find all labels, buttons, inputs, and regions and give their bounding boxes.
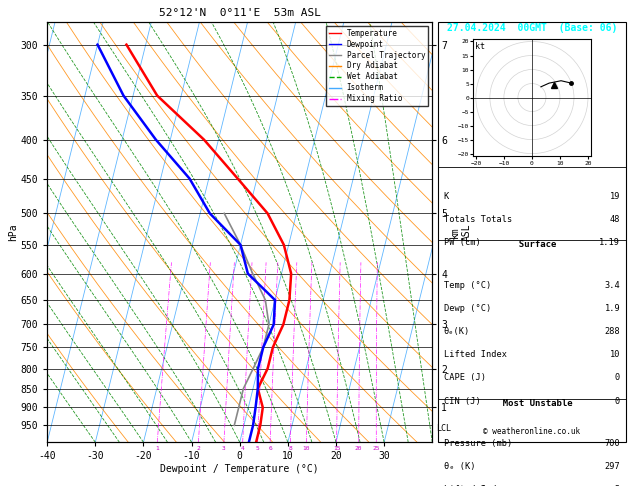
- Text: Dewp (°C): Dewp (°C): [443, 304, 491, 313]
- Text: 1.9: 1.9: [604, 304, 620, 313]
- Text: 0: 0: [615, 397, 620, 405]
- Text: θₑ(K): θₑ(K): [443, 327, 470, 336]
- Text: 10: 10: [303, 446, 310, 451]
- Text: 6: 6: [268, 446, 272, 451]
- Text: Most Unstable: Most Unstable: [492, 399, 572, 408]
- Text: 20: 20: [355, 446, 362, 451]
- Text: 1.19: 1.19: [599, 238, 620, 247]
- Y-axis label: hPa: hPa: [8, 223, 18, 241]
- Text: θₑ (K): θₑ (K): [443, 462, 475, 471]
- Text: Surface: Surface: [508, 241, 556, 249]
- Text: 19: 19: [610, 192, 620, 201]
- Legend: Temperature, Dewpoint, Parcel Trajectory, Dry Adiabat, Wet Adiabat, Isotherm, Mi: Temperature, Dewpoint, Parcel Trajectory…: [326, 26, 428, 106]
- Text: 25: 25: [372, 446, 380, 451]
- Text: 0: 0: [615, 373, 620, 382]
- Text: 700: 700: [604, 439, 620, 448]
- Text: 10: 10: [610, 350, 620, 359]
- Text: K: K: [443, 192, 449, 201]
- X-axis label: Dewpoint / Temperature (°C): Dewpoint / Temperature (°C): [160, 464, 319, 474]
- Text: kt: kt: [476, 42, 486, 51]
- Text: Pressure (mb): Pressure (mb): [443, 439, 512, 448]
- Text: 288: 288: [604, 327, 620, 336]
- Y-axis label: km
ASL: km ASL: [450, 223, 472, 241]
- Text: 2: 2: [196, 446, 200, 451]
- Text: 5: 5: [256, 446, 260, 451]
- Text: Temp (°C): Temp (°C): [443, 281, 491, 290]
- Text: 297: 297: [604, 462, 620, 471]
- Text: 48: 48: [610, 215, 620, 224]
- Text: Lifted Index: Lifted Index: [443, 350, 506, 359]
- Text: PW (cm): PW (cm): [443, 238, 481, 247]
- Text: © weatheronline.co.uk: © weatheronline.co.uk: [483, 427, 581, 436]
- Title: 52°12'N  0°11'E  53m ASL: 52°12'N 0°11'E 53m ASL: [159, 8, 321, 18]
- Text: 1: 1: [155, 446, 159, 451]
- Text: CAPE (J): CAPE (J): [443, 373, 486, 382]
- Text: LCL: LCL: [437, 424, 452, 434]
- Text: 3.4: 3.4: [604, 281, 620, 290]
- Text: Totals Totals: Totals Totals: [443, 215, 512, 224]
- Text: 15: 15: [333, 446, 340, 451]
- Text: 27.04.2024  00GMT  (Base: 06): 27.04.2024 00GMT (Base: 06): [447, 23, 617, 33]
- Text: CIN (J): CIN (J): [443, 397, 481, 405]
- Text: 3: 3: [222, 446, 226, 451]
- Text: 8: 8: [289, 446, 292, 451]
- Text: 4: 4: [241, 446, 245, 451]
